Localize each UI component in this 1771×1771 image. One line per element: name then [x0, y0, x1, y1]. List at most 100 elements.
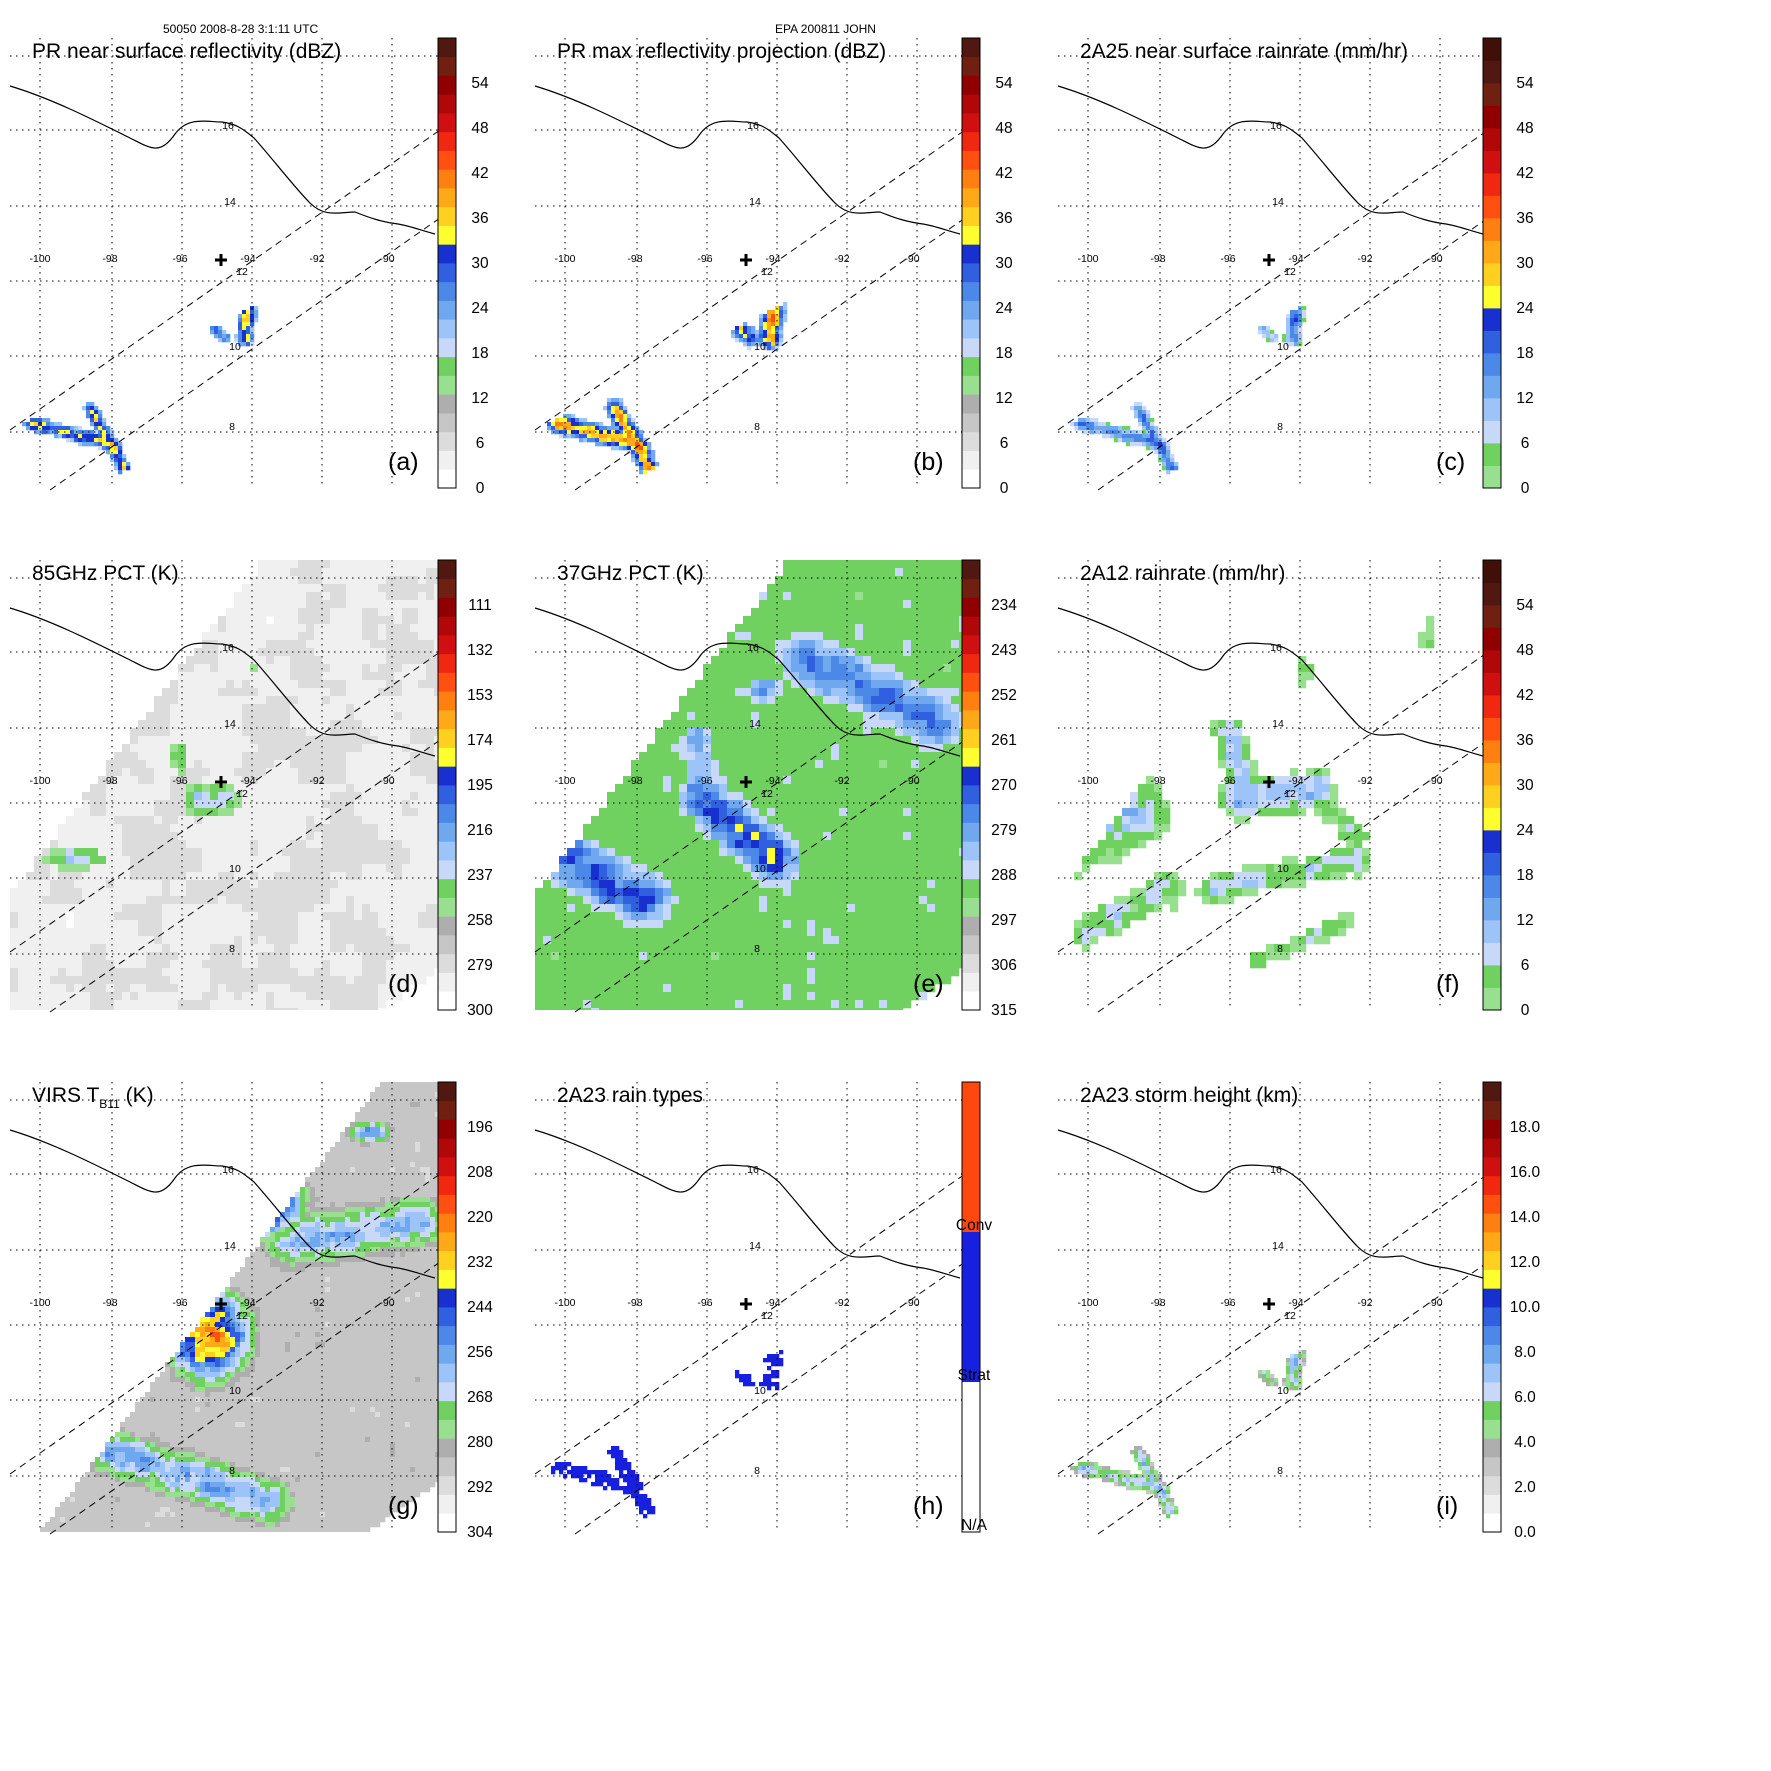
storm-center-marker-i	[1263, 1298, 1275, 1310]
colorbar-tick: Strat	[958, 1367, 991, 1384]
colorbar-segment	[438, 1475, 456, 1495]
lon-label: -100	[29, 775, 50, 787]
colorbar-segment	[438, 375, 456, 395]
lat-label: 10	[229, 1385, 241, 1397]
colorbar-segment	[438, 413, 456, 433]
colorbar-tick: 42	[471, 165, 488, 182]
colorbar-segment	[962, 635, 980, 655]
coastline-d	[9, 607, 436, 757]
colorbar-segment	[962, 785, 980, 805]
colorbar-segment	[1483, 353, 1501, 376]
lat-label: 8	[1277, 1465, 1283, 1477]
lon-label: -90	[379, 1297, 394, 1309]
lon-label: -100	[29, 253, 50, 265]
lon-label: -98	[1150, 253, 1165, 265]
colorbar-segment	[438, 653, 456, 673]
panel-c: -100 -98 -96 -94 -92 -90 8 10 12 14 16 2A25 near su…	[1057, 37, 1534, 497]
colorbar-segment	[438, 710, 456, 730]
lon-label: -96	[697, 775, 712, 787]
lat-label: 8	[1277, 943, 1283, 955]
colorbar-segment	[438, 94, 456, 114]
colorbar-segment	[1483, 672, 1501, 696]
colorbar-tick: 258	[467, 912, 493, 929]
colorbar-segment	[438, 1513, 456, 1533]
lon-label: -92	[309, 1297, 324, 1309]
lon-label: -98	[102, 775, 117, 787]
colorbar-segment	[1483, 875, 1501, 898]
colorbar-segment	[438, 1269, 456, 1289]
colorbar-tick: 0.0	[1514, 1524, 1536, 1541]
colorbar-tick: 0	[1521, 480, 1530, 497]
pr-swath-edges-a	[9, 129, 441, 491]
colorbar-segment	[1483, 852, 1501, 876]
pr-swath-edges-h	[534, 1173, 966, 1535]
colorbar-segment	[962, 653, 980, 673]
colorbar-segment	[1483, 582, 1501, 606]
lon-label: -98	[102, 253, 117, 265]
pr-swath-edges-d	[9, 651, 441, 1013]
colorbar-segment	[438, 225, 456, 245]
panel-e: -100 -98 -96 -94 -92 -90 8 10 12 14 16 37GHz PCT (K…	[534, 559, 1017, 1019]
colorbar-segment	[962, 597, 980, 617]
colorbar-tick: 270	[991, 777, 1017, 794]
colorbar-segment	[1483, 897, 1501, 921]
colorbar-tick: 18.0	[1510, 1119, 1541, 1136]
lat-label: 10	[229, 341, 241, 353]
lon-label: -92	[309, 253, 324, 265]
colorbar-segment	[962, 1232, 980, 1382]
colorbar-segment	[962, 728, 980, 748]
colorbar-segment	[962, 206, 980, 226]
colorbar-segment	[438, 1494, 456, 1514]
data-field-c	[1070, 306, 1307, 475]
colorbar-segment	[1483, 1438, 1501, 1458]
colorbar-segment	[438, 785, 456, 805]
lat-label: 10	[754, 341, 766, 353]
colorbar-tick: 12	[995, 390, 1012, 407]
lon-label: -94	[240, 775, 255, 787]
colorbar-tick: 48	[1516, 120, 1533, 137]
panel-title-f: 2A12 rainrate (mm/hr)	[1080, 562, 1285, 585]
lat-label: 10	[229, 863, 241, 875]
colorbar-tick: 42	[1516, 165, 1533, 182]
colorbar-segment	[1483, 1288, 1501, 1308]
colorbar-segment	[438, 728, 456, 748]
colorbar-segment	[438, 822, 456, 842]
lat-label: 12	[236, 788, 248, 800]
colorbar-segment	[1483, 1382, 1501, 1402]
storm-center-marker-c	[1263, 254, 1275, 266]
coastline-i	[1057, 1129, 1484, 1279]
colorbar-segment	[962, 878, 980, 898]
colorbar-segment	[962, 1382, 980, 1532]
colorbar-segment	[1483, 1213, 1501, 1233]
colorbar-segment	[1483, 650, 1501, 673]
colorbar-segment	[962, 841, 980, 861]
lat-label: 12	[236, 1310, 248, 1322]
colorbar-segment	[438, 113, 456, 133]
lon-label: -96	[172, 253, 187, 265]
colorbar-segment	[1483, 443, 1501, 466]
panel-label-e: (e)	[913, 970, 944, 998]
colorbar-segment	[438, 897, 456, 917]
lat-label: 16	[222, 642, 234, 654]
lon-label: -100	[554, 1297, 575, 1309]
colorbar-tick: 6	[476, 435, 485, 452]
lon-label: -90	[1427, 1297, 1442, 1309]
lat-label: 12	[761, 788, 773, 800]
colorbar-segment	[438, 1325, 456, 1345]
colorbar-segment	[1483, 1513, 1501, 1533]
colorbar-tick: 261	[991, 732, 1017, 749]
pr-swath-edges-i	[1057, 1173, 1489, 1535]
colorbar-segment	[1483, 830, 1501, 853]
lat-label: 14	[1272, 1240, 1284, 1252]
lon-label: -98	[102, 1297, 117, 1309]
colorbar-segment	[438, 1382, 456, 1402]
colorbar-segment	[962, 56, 980, 76]
coastline-b	[534, 85, 961, 235]
panel-label-h: (h)	[913, 1492, 944, 1520]
colorbar-segment	[438, 953, 456, 973]
colorbar-tick: 36	[995, 210, 1012, 227]
data-field-i	[1070, 1350, 1307, 1519]
lat-label: 16	[1270, 120, 1282, 132]
lat-label: 14	[749, 196, 761, 208]
colorbar-segment	[438, 1307, 456, 1327]
